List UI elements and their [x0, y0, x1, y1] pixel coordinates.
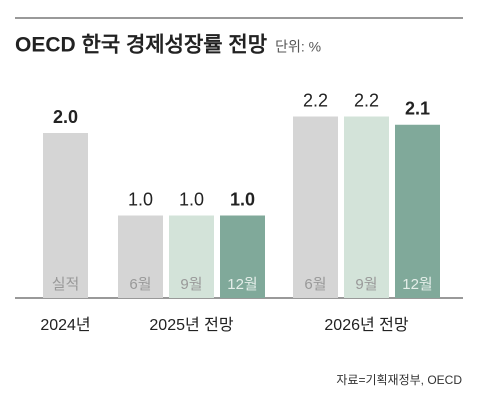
bar: [293, 116, 338, 298]
bar: [118, 215, 163, 298]
chart-subtitle: 단위: %: [275, 39, 321, 55]
value-label: 2.2: [303, 90, 328, 110]
bar: [169, 215, 214, 298]
value-label: 2.0: [53, 107, 78, 127]
bar: [344, 116, 389, 298]
bar: [220, 215, 265, 298]
bar: [395, 124, 440, 298]
value-label: 2.2: [354, 90, 379, 110]
chart-title: OECD 한국 경제성장률 전망: [15, 34, 267, 57]
category-label: 실적: [52, 276, 80, 293]
group-label: 2026년 전망: [324, 316, 408, 334]
category-label: 9월: [180, 276, 202, 293]
value-label: 1.0: [128, 189, 153, 209]
category-label: 9월: [355, 276, 377, 293]
value-label: 1.0: [230, 189, 255, 209]
group-label: 2025년 전망: [149, 316, 233, 334]
value-label: 1.0: [179, 189, 204, 209]
source-note: 자료=기획재정부, OECD: [336, 373, 462, 387]
category-label: 6월: [129, 276, 151, 293]
bar: [43, 133, 88, 298]
category-label: 12월: [227, 276, 258, 293]
category-label: 12월: [402, 276, 433, 293]
group-label: 2024년: [40, 316, 90, 334]
category-label: 6월: [304, 276, 326, 293]
value-label: 2.1: [405, 99, 430, 119]
